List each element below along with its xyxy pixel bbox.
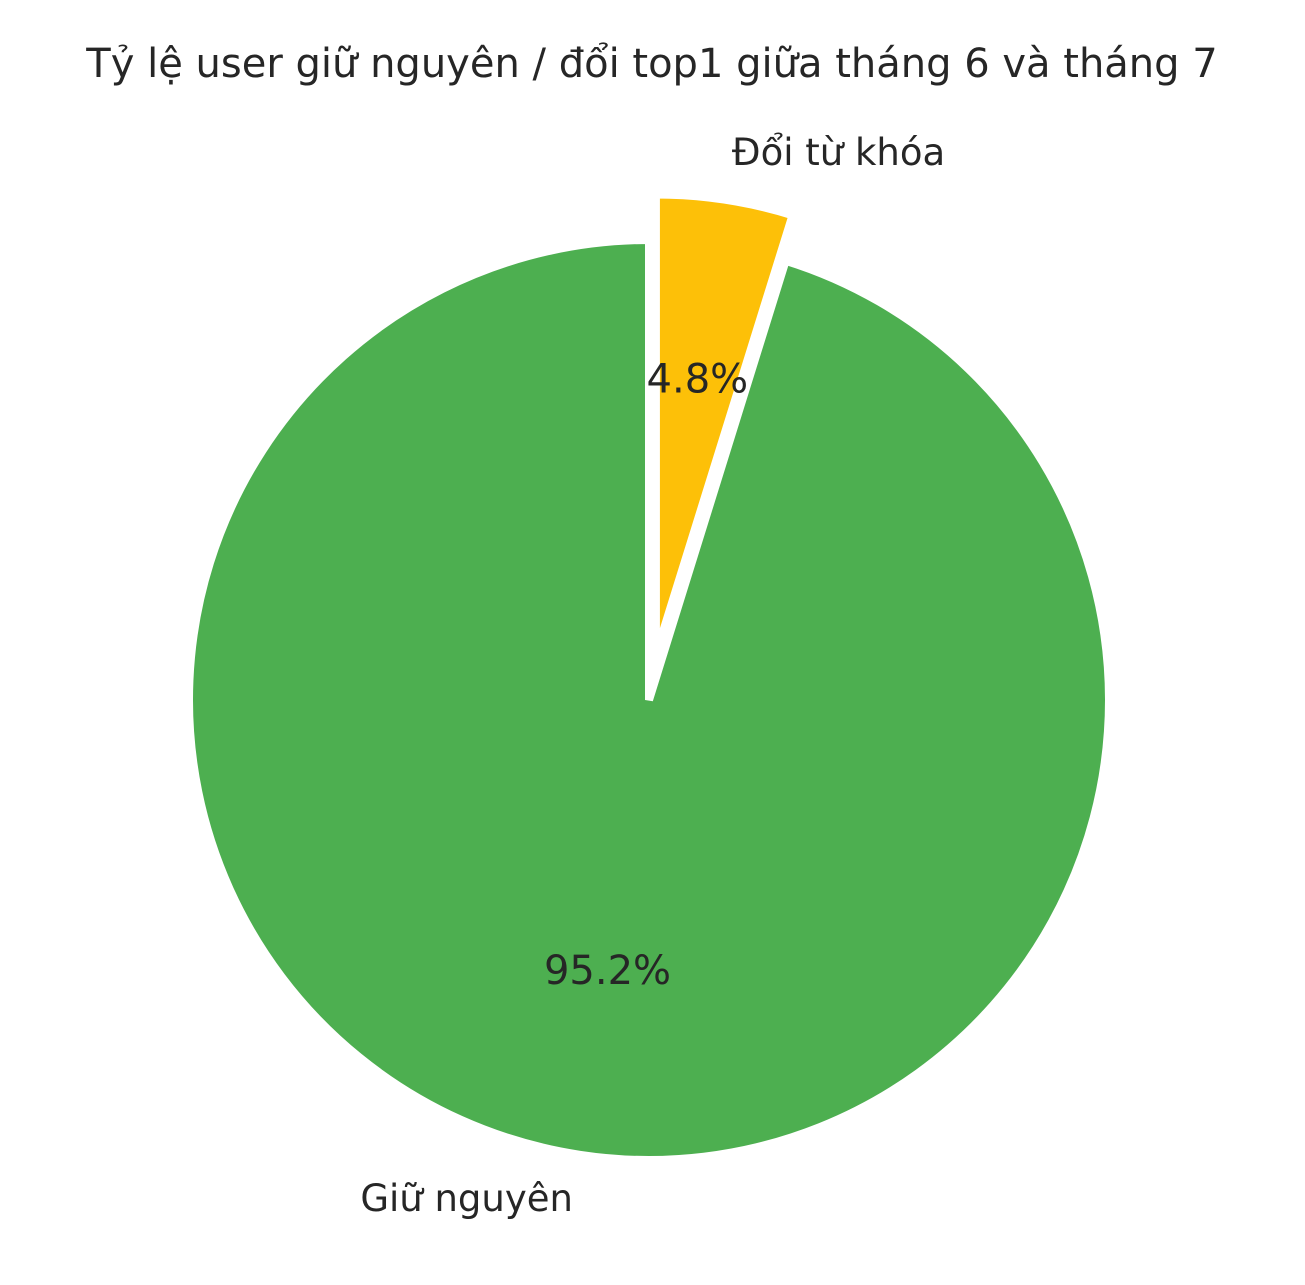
pie-percent-labels: 95.2% 4.8% xyxy=(544,357,748,994)
slice-percent-0: 95.2% xyxy=(544,948,671,994)
slice-label-1: Đổi từ khóa xyxy=(732,131,945,174)
pie-slices xyxy=(185,190,1113,1164)
slice-label-0: Giữ nguyên xyxy=(360,1177,573,1220)
pie-slice-0 xyxy=(185,235,1113,1164)
slice-percent-1: 4.8% xyxy=(647,357,749,403)
pie-slice-1 xyxy=(651,190,798,656)
chart-title: Tỷ lệ user giữ nguyên / đổi top1 giữa th… xyxy=(85,41,1217,87)
pie-slice-labels: Giữ nguyên Đổi từ khóa xyxy=(360,131,945,1220)
